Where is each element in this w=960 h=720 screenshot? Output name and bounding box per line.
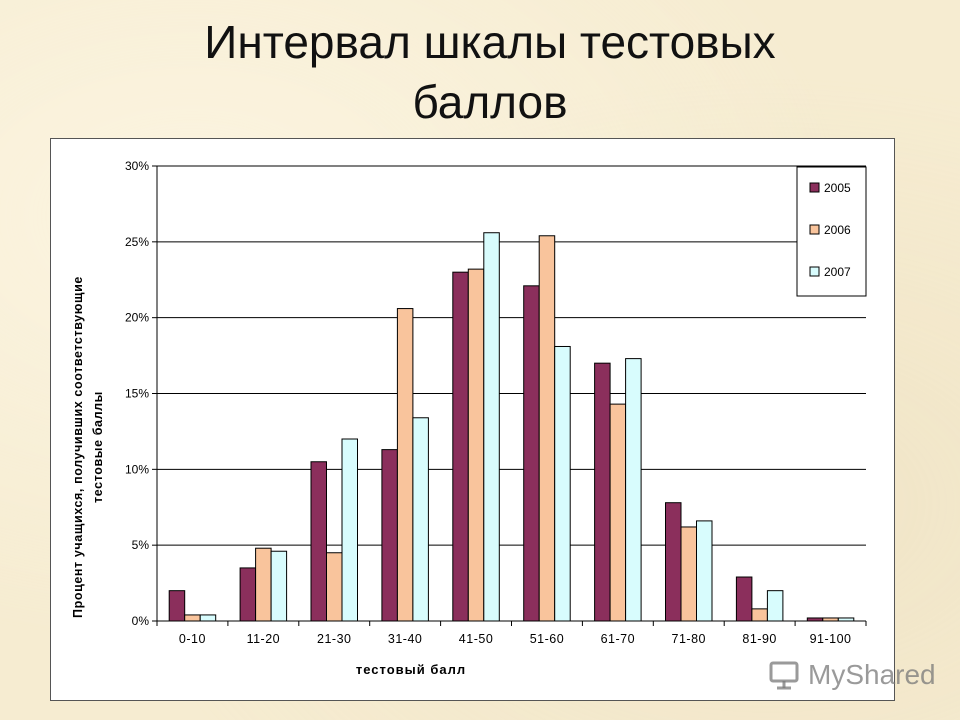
bar-2006-0-10 bbox=[184, 614, 201, 622]
bar-2007-0-10 bbox=[199, 614, 217, 622]
bar-2007-61-70 bbox=[625, 358, 642, 622]
x-tick-label: 71-80 bbox=[672, 632, 706, 646]
y-tick-label: 0% bbox=[132, 614, 150, 628]
x-tick-label: 0-10 bbox=[179, 632, 206, 646]
bar-2007-21-30 bbox=[341, 438, 358, 622]
bar-2005-61-70 bbox=[594, 362, 611, 622]
bar-2007-11-20 bbox=[270, 550, 288, 622]
bar-2005-71-80 bbox=[665, 502, 682, 622]
legend-label-2006: 2006 bbox=[824, 223, 851, 237]
legend: 2005 2006 2007 bbox=[796, 166, 867, 297]
x-axis-label: тестовый балл bbox=[356, 662, 466, 677]
x-tick-labels: 0-10 11-20 21-30 31-40 41-50 51-60 61-70 71-80 8… bbox=[156, 621, 867, 646]
y-tick-label: 10% bbox=[125, 462, 149, 476]
presentation-icon bbox=[768, 660, 802, 690]
bar-2005-0-10 bbox=[168, 590, 186, 622]
page-title-line-1: Интервал шкалы тестовых bbox=[204, 16, 776, 68]
x-tick-label: 51-60 bbox=[530, 632, 564, 646]
legend-label-2007: 2007 bbox=[824, 265, 851, 279]
x-tick-label: 21-30 bbox=[317, 632, 351, 646]
bar-2005-81-90 bbox=[735, 576, 753, 622]
bar-2006-61-70 bbox=[609, 403, 627, 622]
bar-2005-41-50 bbox=[452, 271, 469, 622]
y-tick-label: 30% bbox=[125, 159, 149, 173]
x-tick-label: 41-50 bbox=[459, 632, 493, 646]
bar-2005-11-20 bbox=[239, 567, 257, 622]
watermark: MyShared bbox=[768, 657, 936, 693]
y-tick-label: 25% bbox=[125, 235, 149, 249]
bar-2006-81-90 bbox=[751, 608, 768, 622]
y-axis-label-line-1: Процент учащихся, получивших соответству… bbox=[71, 276, 85, 618]
bar-2006-31-40 bbox=[396, 308, 414, 622]
grid-lines bbox=[157, 165, 866, 546]
y-axis-label-line-2: тестовые баллы bbox=[91, 391, 105, 503]
x-tick-label: 61-70 bbox=[601, 632, 635, 646]
watermark-text: MyShared bbox=[808, 659, 936, 690]
bar-2005-21-30 bbox=[310, 461, 327, 622]
x-tick-label: 91-100 bbox=[810, 632, 852, 646]
bar-chart: 0% 5% 10% 15% 20% 25% 30% 0-10 11-20 21-30 31-40 4… bbox=[71, 159, 867, 677]
bar-2006-11-20 bbox=[255, 547, 272, 622]
legend-swatch-2006 bbox=[809, 224, 820, 235]
bar-2006-41-50 bbox=[467, 268, 485, 622]
bar-2006-21-30 bbox=[326, 552, 343, 622]
y-tick-label: 20% bbox=[125, 311, 149, 325]
bar-2005-31-40 bbox=[381, 449, 398, 622]
legend-label-2005: 2005 bbox=[824, 181, 851, 195]
bar-2006-71-80 bbox=[680, 526, 697, 622]
y-tick-label: 15% bbox=[125, 387, 149, 401]
bar-2006-51-60 bbox=[538, 235, 556, 622]
page-title: Интервал шкалы тестовых баллов bbox=[0, 12, 960, 132]
chart-frame: 0% 5% 10% 15% 20% 25% 30% 0-10 11-20 21-30 31-40 4… bbox=[50, 138, 895, 701]
legend-swatch-2007 bbox=[809, 266, 820, 277]
bar-2005-51-60 bbox=[523, 285, 540, 622]
bar-2007-41-50 bbox=[483, 232, 500, 622]
bar-2007-71-80 bbox=[696, 520, 713, 622]
x-tick-label: 81-90 bbox=[742, 632, 776, 646]
bar-2007-51-60 bbox=[554, 345, 571, 622]
bar-2007-31-40 bbox=[412, 417, 429, 622]
legend-swatch-2005 bbox=[809, 182, 820, 193]
bar-2007-81-90 bbox=[766, 590, 784, 622]
x-tick-label: 31-40 bbox=[388, 632, 422, 646]
legend-box bbox=[796, 166, 867, 297]
y-tick-label: 5% bbox=[132, 538, 150, 552]
bars bbox=[168, 232, 855, 622]
page-title-line-2: баллов bbox=[412, 76, 568, 128]
x-tick-label: 11-20 bbox=[247, 632, 281, 646]
y-tick-labels: 0% 5% 10% 15% 20% 25% 30% bbox=[125, 159, 157, 628]
